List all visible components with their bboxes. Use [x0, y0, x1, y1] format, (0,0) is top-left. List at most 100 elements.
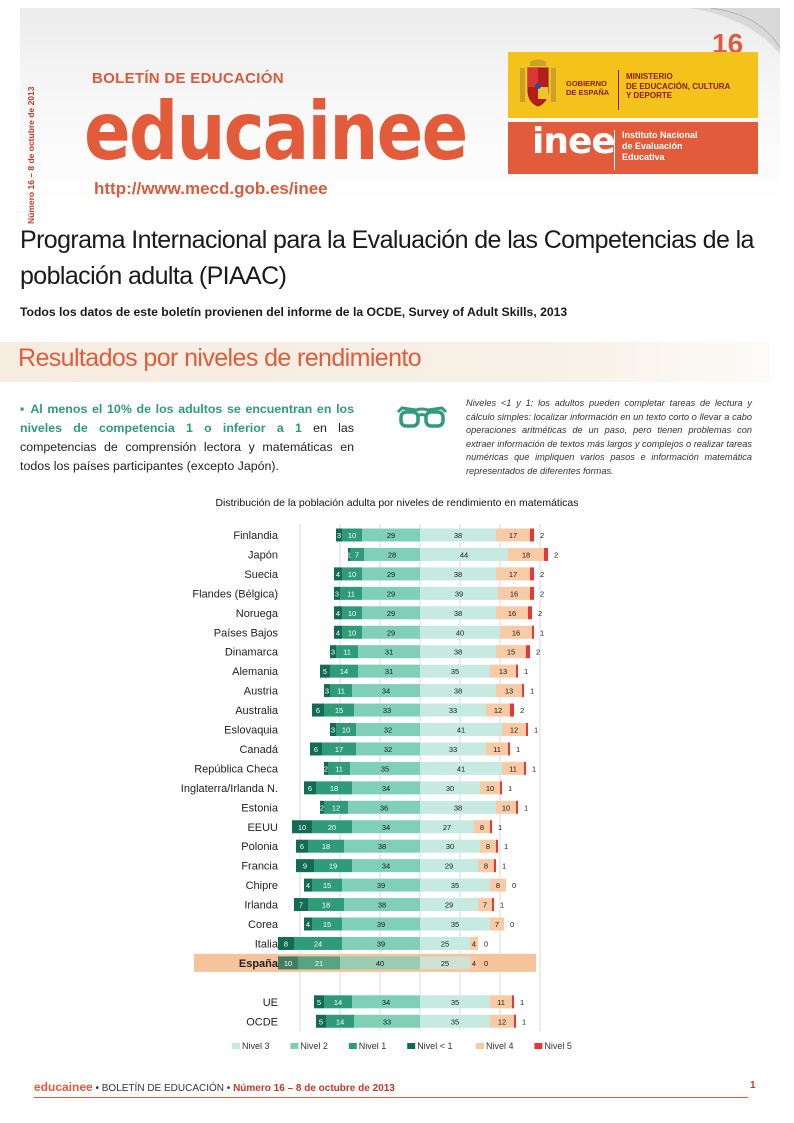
bar-segment: [530, 586, 534, 600]
inee-banner: [508, 122, 758, 174]
data-label: 4: [306, 881, 310, 890]
ministerio-line: MINISTERIO: [626, 72, 673, 81]
data-label: 3: [335, 589, 339, 598]
bar-segment: [490, 820, 492, 834]
data-label: 12: [510, 726, 518, 735]
bar-segment: [278, 956, 298, 970]
key-finding-bold: Al menos el 10% de los adultos se encuen…: [20, 402, 354, 435]
bar-segment: [330, 684, 352, 698]
inee-line: de Evaluación: [622, 140, 683, 151]
data-label: 35: [381, 764, 389, 773]
bar-segment: [420, 567, 496, 581]
data-label: 3: [325, 687, 329, 696]
data-label: 16: [508, 609, 516, 618]
bar-segment: [420, 936, 470, 950]
data-label: 2: [320, 803, 324, 812]
data-label: 11: [509, 764, 517, 773]
bar-segment: [336, 645, 358, 659]
category-label: Polonia: [241, 841, 279, 853]
data-label: 16: [512, 628, 520, 637]
bar-segment: [324, 761, 328, 775]
bar-segment: [292, 820, 312, 834]
bar-segment: [470, 936, 478, 950]
bar-segment: [334, 625, 342, 639]
data-label: 10: [348, 570, 356, 579]
bar-segment: [308, 839, 344, 853]
bar-segment: [348, 800, 420, 814]
data-label: 16: [510, 589, 518, 598]
category-label: Chipre: [246, 880, 278, 892]
legend-label: Nivel 4: [486, 1041, 514, 1051]
data-label: 35: [451, 881, 459, 890]
bar-segment: [508, 547, 544, 561]
data-label: 8: [496, 881, 500, 890]
legend-label: Nivel < 1: [417, 1041, 452, 1051]
data-label: 13: [505, 687, 513, 696]
bar-segment: [420, 917, 490, 931]
bar-segment: [490, 1014, 514, 1028]
data-label: 11: [337, 687, 345, 696]
data-label: 8: [486, 842, 490, 851]
footer-boletin: BOLETÍN DE EDUCACIÓN: [101, 1083, 225, 1094]
legend-label: Nivel 3: [242, 1041, 270, 1051]
bar-segment: [490, 878, 506, 892]
bar-segment: [334, 606, 342, 620]
bar-segment: [352, 684, 420, 698]
data-label: 6: [308, 784, 312, 793]
category-label: UE: [263, 997, 278, 1009]
data-label: 0: [484, 959, 488, 968]
bar-segment: [294, 898, 308, 912]
data-label: 29: [445, 901, 453, 910]
bar-segment: [350, 761, 420, 775]
bar-segment: [342, 878, 420, 892]
bar-segment: [342, 606, 362, 620]
data-label: 25: [441, 959, 449, 968]
data-label: 0: [512, 881, 516, 890]
data-label: 1: [524, 803, 528, 812]
bar-segment: [420, 898, 478, 912]
footer-separator: •: [224, 1083, 234, 1094]
bar-segment: [354, 1014, 420, 1028]
data-label: 12: [332, 803, 340, 812]
bar-segment: [362, 586, 420, 600]
page-curl-graphic: [690, 8, 780, 54]
bar-segment: [342, 625, 362, 639]
legend-swatch: [407, 1043, 416, 1049]
bar-segment: [340, 956, 420, 970]
data-label: 17: [335, 745, 343, 754]
data-label: 18: [522, 550, 530, 559]
website-link[interactable]: http://www.mecd.gob.es/inee: [94, 179, 328, 198]
data-label: 10: [502, 803, 510, 812]
bar-segment: [496, 567, 530, 581]
bar-segment: [304, 878, 312, 892]
bar-segment: [324, 684, 330, 698]
data-label: 18: [330, 784, 338, 793]
bar-segment: [498, 586, 530, 600]
bar-segment: [324, 995, 352, 1009]
data-label: 33: [383, 1017, 391, 1026]
category-label: Australia: [235, 705, 279, 717]
bar-segment: [526, 723, 528, 736]
data-label: 41: [457, 726, 465, 735]
bar-segment: [342, 917, 420, 931]
bar-segment: [358, 645, 420, 659]
category-label: Eslovaquia: [224, 725, 279, 737]
data-label: 14: [336, 1017, 344, 1026]
data-label: 9: [303, 862, 307, 871]
data-label: 1: [502, 862, 506, 871]
bar-segment: [324, 703, 354, 717]
bar-segment: [316, 781, 352, 795]
bar-segment: [352, 820, 420, 834]
data-label: 2: [538, 609, 542, 618]
data-label: 2: [324, 764, 328, 773]
bar-segment: [420, 586, 498, 600]
inee-line: Instituto Nacional: [622, 130, 698, 140]
bar-segment: [330, 723, 336, 736]
bar-segment: [512, 995, 514, 1009]
data-label: 11: [497, 998, 505, 1007]
bar-segment: [502, 723, 526, 736]
vertical-issue-label: Número 16 – 8 de octubre de 2013: [26, 74, 42, 224]
bar-segment: [320, 664, 330, 678]
data-label: 34: [382, 687, 390, 696]
bar-segment: [490, 995, 512, 1009]
